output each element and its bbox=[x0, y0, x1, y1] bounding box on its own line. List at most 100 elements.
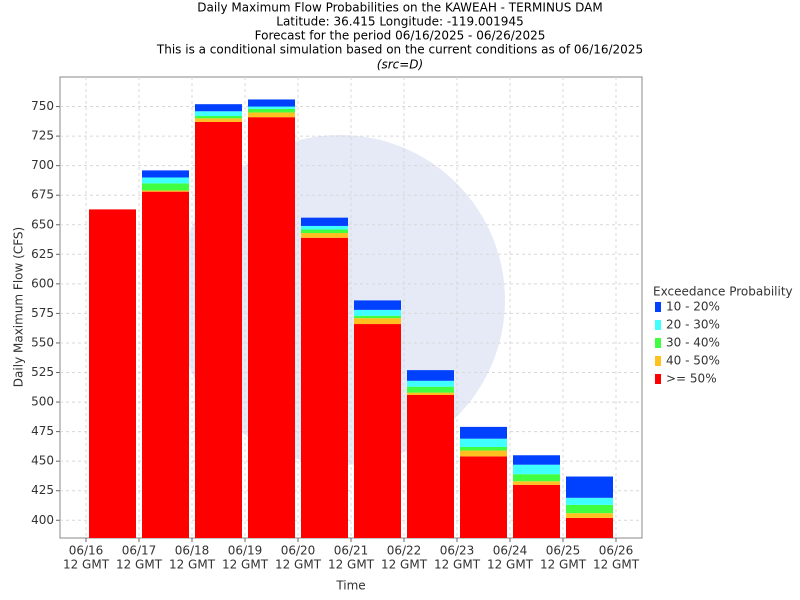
chart-title: Daily Maximum Flow Probabilities on the … bbox=[197, 1, 603, 15]
bar-segment bbox=[142, 190, 189, 192]
bar-segment bbox=[142, 191, 189, 538]
bar-segment bbox=[301, 233, 348, 238]
bar-segment bbox=[301, 225, 348, 230]
x-tick-date: 06/17 bbox=[122, 544, 157, 558]
bar-segment bbox=[513, 455, 560, 465]
y-tick-label: 425 bbox=[31, 483, 54, 497]
legend-label: 30 - 40% bbox=[666, 336, 720, 350]
bar-segment bbox=[354, 324, 401, 538]
bar-segment bbox=[354, 318, 401, 325]
y-tick-label: 625 bbox=[31, 247, 54, 261]
bar-segment bbox=[513, 464, 560, 475]
y-tick-label: 475 bbox=[31, 424, 54, 438]
y-tick-label: 550 bbox=[31, 335, 54, 349]
y-tick-label: 700 bbox=[31, 158, 54, 172]
x-tick-date: 06/24 bbox=[493, 544, 528, 558]
chart-title: This is a conditional simulation based o… bbox=[156, 43, 643, 57]
y-tick-label: 500 bbox=[31, 395, 54, 409]
bar-segment bbox=[566, 497, 613, 505]
bar-segment bbox=[195, 111, 242, 117]
bar-segment bbox=[142, 170, 189, 178]
bar-segment bbox=[248, 108, 295, 113]
bar-segment bbox=[142, 183, 189, 191]
y-tick-label: 750 bbox=[31, 99, 54, 113]
bar-segment bbox=[407, 370, 454, 381]
legend-swatch bbox=[655, 302, 661, 312]
legend-swatch bbox=[655, 374, 661, 384]
legend-swatch bbox=[655, 356, 661, 366]
x-tick-time: 12 GMT bbox=[116, 558, 163, 572]
x-tick-time: 12 GMT bbox=[381, 558, 428, 572]
x-tick-date: 06/16 bbox=[69, 544, 104, 558]
y-tick-label: 525 bbox=[31, 365, 54, 379]
bar-segment bbox=[513, 481, 560, 485]
bar-segment bbox=[513, 484, 560, 538]
legend-swatch bbox=[655, 320, 661, 330]
legend-swatch bbox=[655, 338, 661, 348]
x-tick-time: 12 GMT bbox=[593, 558, 640, 572]
chart-title: Forecast for the period 06/16/2025 - 06/… bbox=[255, 29, 546, 43]
bar-segment bbox=[460, 438, 507, 447]
x-tick-time: 12 GMT bbox=[540, 558, 587, 572]
y-tick-label: 725 bbox=[31, 129, 54, 143]
bar-segment bbox=[248, 106, 295, 109]
legend-label: 10 - 20% bbox=[666, 300, 720, 314]
bar-segment bbox=[301, 229, 348, 234]
bar-segment bbox=[354, 309, 401, 316]
x-tick-time: 12 GMT bbox=[328, 558, 375, 572]
bar-segment bbox=[407, 380, 454, 387]
x-axis-label: Time bbox=[335, 579, 365, 593]
bar-segment bbox=[407, 392, 454, 395]
x-tick-time: 12 GMT bbox=[487, 558, 534, 572]
bar-segment bbox=[195, 118, 242, 122]
x-tick-date: 06/26 bbox=[599, 544, 634, 558]
y-tick-label: 450 bbox=[31, 454, 54, 468]
x-tick-time: 12 GMT bbox=[63, 558, 110, 572]
x-tick-date: 06/21 bbox=[334, 544, 369, 558]
y-tick-label: 675 bbox=[31, 188, 54, 202]
x-tick-date: 06/22 bbox=[387, 544, 422, 558]
bar-segment bbox=[566, 517, 613, 538]
legend-label: 40 - 50% bbox=[666, 354, 720, 368]
bar-segment bbox=[89, 209, 136, 538]
x-tick-date: 06/25 bbox=[546, 544, 581, 558]
bar-segment bbox=[407, 386, 454, 393]
bar-segment bbox=[354, 315, 401, 319]
bar-segment bbox=[407, 394, 454, 538]
legend-label: >= 50% bbox=[666, 372, 717, 386]
bar-segment bbox=[142, 177, 189, 184]
bar-segment bbox=[248, 117, 295, 538]
chart-title: Latitude: 36.415 Longitude: -119.001945 bbox=[276, 15, 523, 29]
y-tick-label: 600 bbox=[31, 276, 54, 290]
bar-segment bbox=[248, 112, 295, 118]
legend-title: Exceedance Probability bbox=[653, 285, 793, 299]
x-tick-date: 06/20 bbox=[281, 544, 316, 558]
bar-segment bbox=[195, 121, 242, 538]
x-tick-time: 12 GMT bbox=[169, 558, 216, 572]
bar-segment bbox=[566, 476, 613, 498]
bar-segment bbox=[566, 504, 613, 514]
bar-segment bbox=[460, 456, 507, 538]
bar-segment bbox=[513, 474, 560, 482]
bar-segment bbox=[301, 217, 348, 226]
bar-segment bbox=[460, 426, 507, 439]
x-tick-time: 12 GMT bbox=[222, 558, 269, 572]
subtitle: (src=D) bbox=[377, 58, 423, 72]
y-axis-label: Daily Maximum Flow (CFS) bbox=[12, 227, 26, 387]
y-tick-label: 400 bbox=[31, 513, 54, 527]
bar-segment bbox=[566, 513, 613, 518]
y-tick-label: 650 bbox=[31, 217, 54, 231]
x-tick-date: 06/23 bbox=[440, 544, 475, 558]
x-tick-date: 06/18 bbox=[175, 544, 210, 558]
bar-segment bbox=[301, 237, 348, 538]
y-tick-label: 575 bbox=[31, 306, 54, 320]
x-tick-date: 06/19 bbox=[228, 544, 263, 558]
bar-segment bbox=[460, 450, 507, 457]
x-tick-time: 12 GMT bbox=[275, 558, 322, 572]
bars bbox=[89, 99, 613, 538]
legend-label: 20 - 30% bbox=[666, 318, 720, 332]
bar-segment bbox=[354, 300, 401, 310]
bar-segment bbox=[195, 116, 242, 119]
bar-segment bbox=[195, 104, 242, 112]
